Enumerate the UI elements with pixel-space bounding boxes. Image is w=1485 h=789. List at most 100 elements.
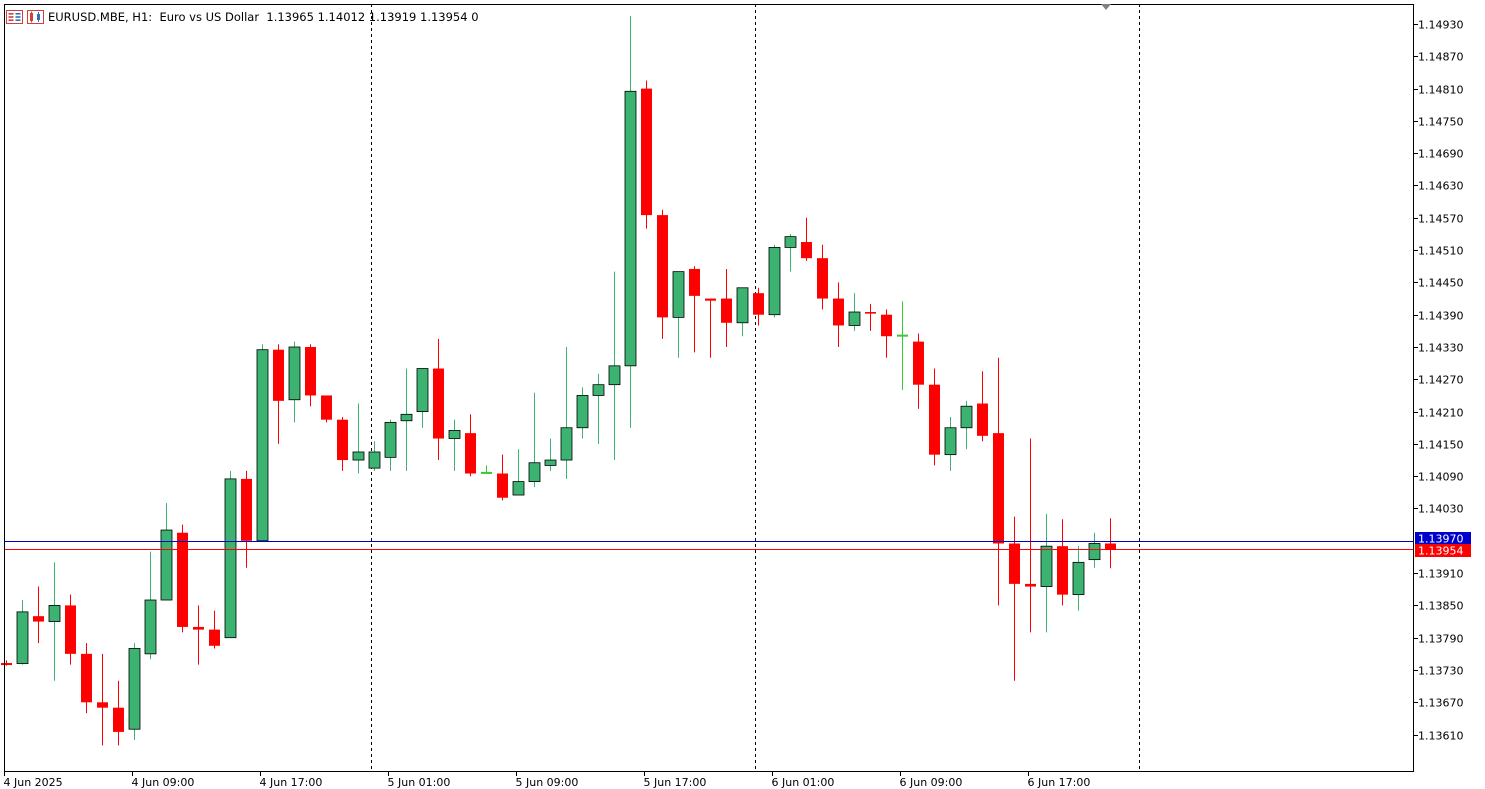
chart-shift-marker-icon[interactable] [1101, 4, 1111, 10]
candle[interactable] [736, 287, 749, 337]
candle[interactable] [848, 293, 861, 331]
candle[interactable] [209, 610, 220, 649]
candle[interactable] [960, 400, 973, 450]
candle-body [97, 702, 108, 708]
candle[interactable] [768, 244, 781, 318]
chart-ohlc: 1.13965 1.14012 1.13919 1.13954 [266, 10, 468, 24]
x-tick-label: 5 Jun 09:00 [516, 776, 579, 789]
candle[interactable] [641, 80, 652, 229]
candle[interactable] [97, 653, 108, 746]
candle[interactable] [481, 465, 492, 474]
candle[interactable] [672, 271, 685, 358]
candle-body [784, 236, 797, 248]
candle[interactable] [1105, 518, 1116, 569]
candle-body [753, 293, 764, 315]
candle-body [256, 349, 269, 542]
candle[interactable] [65, 594, 76, 665]
candle-body [512, 481, 525, 496]
x-tick-label: 6 Jun 17:00 [1028, 776, 1091, 789]
candle-body [465, 433, 476, 474]
candle[interactable] [433, 338, 444, 461]
candle[interactable] [608, 271, 621, 461]
candle[interactable] [1009, 516, 1020, 681]
candle[interactable] [81, 643, 92, 714]
candle[interactable] [977, 371, 988, 442]
candle[interactable] [321, 395, 332, 423]
candle[interactable] [705, 298, 716, 358]
trade-panel-icon[interactable] [6, 10, 23, 24]
candle[interactable] [160, 503, 173, 601]
candle[interactable] [465, 414, 476, 477]
candle[interactable] [352, 403, 365, 474]
candle[interactable] [241, 470, 252, 568]
candle[interactable] [113, 680, 124, 746]
candle[interactable] [721, 268, 732, 347]
candle[interactable] [193, 605, 204, 665]
candle-body [560, 427, 573, 461]
y-tick-label: 1.14690 [1418, 148, 1464, 161]
candle[interactable] [256, 344, 269, 542]
candle[interactable] [337, 416, 348, 471]
candle[interactable] [833, 282, 844, 347]
candle[interactable] [368, 441, 381, 471]
candle[interactable] [1040, 513, 1053, 633]
candle-body [929, 384, 940, 455]
candle-body [288, 346, 301, 401]
candle[interactable] [544, 438, 557, 471]
candle[interactable] [273, 344, 284, 444]
candle[interactable] [657, 209, 668, 339]
y-tick-label: 1.13790 [1418, 633, 1464, 646]
candle[interactable] [576, 387, 589, 439]
candle-body [993, 433, 1004, 544]
candle[interactable] [817, 244, 828, 310]
candle[interactable] [1, 660, 12, 666]
candle-body [1040, 545, 1053, 587]
candle-body [736, 287, 749, 324]
candle[interactable] [128, 643, 141, 740]
candlestick-series[interactable] [1, 15, 1116, 746]
candle[interactable] [400, 368, 413, 471]
candle[interactable] [560, 347, 573, 479]
candle[interactable] [288, 341, 301, 423]
candle[interactable] [512, 449, 525, 496]
candle-body [273, 349, 284, 401]
candle[interactable] [897, 301, 908, 391]
candle[interactable] [753, 287, 764, 326]
candle[interactable] [689, 266, 700, 353]
candle[interactable] [944, 416, 957, 471]
candle[interactable] [224, 470, 237, 639]
candle[interactable] [528, 392, 541, 487]
candle[interactable] [929, 368, 940, 466]
candle[interactable] [1025, 438, 1036, 633]
candle[interactable] [913, 333, 924, 409]
candle-body [1105, 543, 1116, 550]
candle-body [721, 298, 732, 323]
candle-body [65, 605, 76, 654]
chart-properties-icon[interactable] [27, 10, 44, 24]
candle[interactable] [624, 15, 637, 428]
candle[interactable] [177, 524, 188, 633]
candle[interactable] [1057, 519, 1068, 606]
candle[interactable] [33, 586, 44, 644]
candle[interactable] [305, 344, 316, 407]
candle[interactable] [16, 600, 29, 665]
candle-body [960, 405, 973, 429]
y-tick-label: 1.14630 [1418, 180, 1464, 193]
candle-body [544, 459, 557, 466]
candle[interactable] [497, 454, 508, 501]
candle[interactable] [993, 357, 1004, 606]
candle[interactable] [801, 217, 812, 261]
candle[interactable] [881, 309, 892, 358]
candle[interactable] [865, 303, 876, 331]
candle[interactable] [592, 373, 605, 444]
candle[interactable] [48, 562, 61, 681]
candle[interactable] [448, 419, 461, 471]
candle[interactable] [784, 233, 797, 272]
candle[interactable] [1088, 532, 1101, 568]
candle-body [624, 90, 637, 367]
candle[interactable] [144, 551, 157, 660]
candle[interactable] [416, 368, 429, 428]
candle[interactable] [1072, 546, 1085, 611]
candle[interactable] [384, 419, 397, 471]
